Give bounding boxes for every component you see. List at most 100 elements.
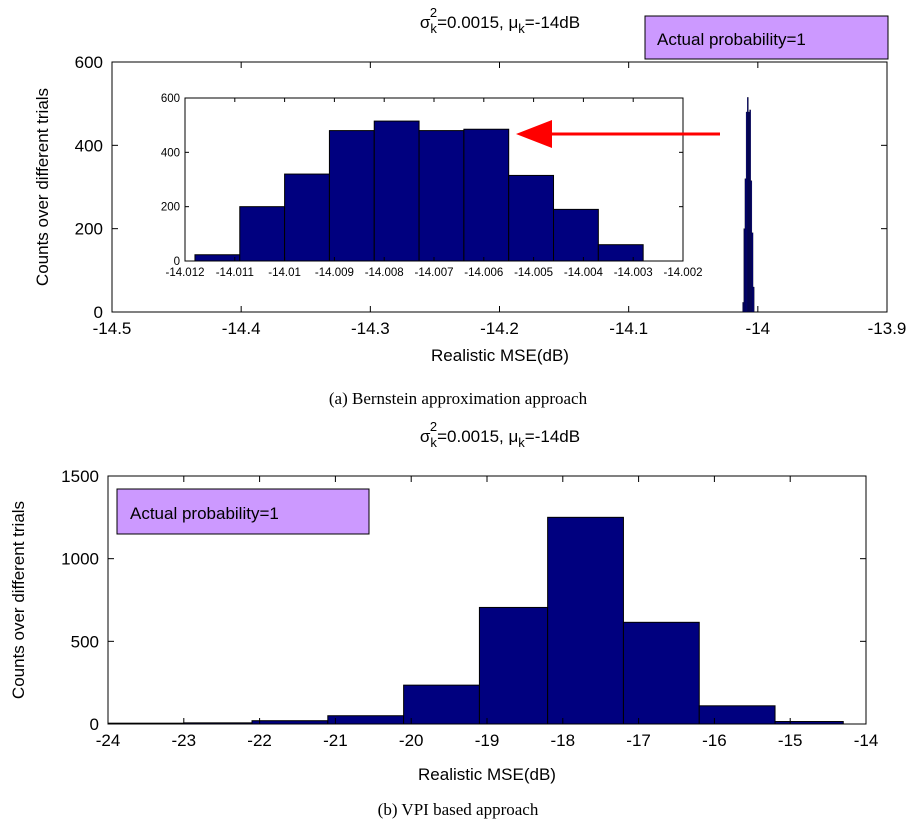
bars-a-inset — [194, 120, 644, 262]
bar-b_main-6 — [547, 516, 624, 725]
bar-b_main-7 — [622, 621, 700, 725]
bar-a_inset-8 — [553, 208, 599, 262]
ytick-label-a_inset-1: 200 — [161, 202, 180, 214]
xtick-label-a_main-1: -14.4 — [222, 319, 261, 338]
xtick-label-a_inset-6: -14.006 — [464, 267, 503, 279]
annotation-a-box — [644, 15, 889, 60]
xtick-label-b_main-2: -22 — [247, 731, 272, 750]
bar-a_main-9 — [752, 286, 755, 313]
annotation-b-box — [116, 488, 370, 535]
title-b-sigma-value: =0.0015, — [437, 427, 508, 446]
title-a-sigma: σ — [420, 13, 431, 32]
xtick-label-b_main-1: -23 — [172, 731, 197, 750]
bar-b_main-2 — [251, 720, 329, 725]
xtick-label-a_inset-2: -14.01 — [268, 267, 301, 279]
title-b-sigma-sub: k — [430, 435, 437, 450]
xtick-label-a_main-0: -14.5 — [93, 319, 132, 338]
xtick-label-a_inset-8: -14.004 — [564, 267, 604, 279]
ytick-label-b_main-0: 0 — [90, 715, 99, 734]
annotation-a: Actual probability=1 — [644, 15, 889, 60]
bar-b_main-0 — [107, 722, 185, 725]
xtick-label-a_inset-3: -14.009 — [315, 267, 354, 279]
bar-a_inset-5 — [418, 130, 465, 262]
panel-b: σk2=0.0015, μk=-14dB -24 -23 -22 -21 -20 -19 -… — [9, 419, 878, 819]
bar-b_main-8 — [698, 705, 776, 725]
xtick-label-a_main-5: -14 — [746, 319, 771, 338]
title-a-sigma-sub: k — [430, 21, 437, 36]
bar-b_main-4 — [403, 684, 480, 725]
bar-b_main-3 — [327, 715, 405, 725]
bar-a_inset-3 — [328, 130, 375, 262]
bars-a-main — [742, 97, 755, 313]
bar-a_main-1 — [743, 228, 746, 313]
xtick-label-a_main-2: -14.3 — [351, 319, 390, 338]
xlabel-a: Realistic MSE(dB) — [431, 346, 569, 365]
bar-a_main-5 — [748, 111, 750, 313]
ytick-label-b_main-3: 1500 — [61, 467, 99, 486]
xtick-label-a_main-4: -14.1 — [609, 319, 648, 338]
xtick-label-b_main-0: -24 — [96, 731, 121, 750]
xtick-label-a_inset-1: -14.011 — [216, 267, 254, 279]
ytick-label-a_main-0: 0 — [94, 303, 103, 322]
ytick-label-b_main-1: 500 — [71, 632, 99, 651]
inset-a: -14.012 -14.011 -14.01 -14.009 -14.008 -14.00… — [161, 93, 703, 279]
title-a: σk2=0.0015, μk=-14dB — [420, 5, 580, 36]
title-a-mu-value: =-14dB — [525, 13, 580, 32]
xtick-label-a_main-6: -13.9 — [868, 319, 907, 338]
ytick-label-b_main-2: 1000 — [61, 550, 99, 569]
bar-a_main-8 — [751, 232, 754, 313]
bar-a_main-2 — [744, 178, 747, 313]
xtick-label-a_main-3: -14.2 — [480, 319, 519, 338]
xtick-label-b_main-9: -15 — [778, 731, 803, 750]
ylabel-a: Counts over different trials — [33, 88, 52, 286]
ylabel-b: Counts over different trials — [9, 501, 28, 699]
ticks-a-inset: -14.012 -14.011 -14.01 -14.009 -14.008 -14.00… — [161, 93, 703, 279]
title-a-mu-sub: k — [518, 21, 525, 36]
bar-a_inset-9 — [597, 244, 644, 262]
xtick-label-a_inset-4: -14.008 — [365, 267, 404, 279]
caption-a: (a) Bernstein approximation approach — [329, 389, 588, 408]
arrow-head — [516, 120, 552, 148]
ytick-label-a_main-2: 400 — [75, 136, 103, 155]
xlabel-b: Realistic MSE(dB) — [418, 765, 556, 784]
bar-a_main-7 — [750, 180, 753, 313]
annotation-b: Actual probability=1 — [116, 488, 370, 535]
xtick-label-a_inset-7: -14.005 — [514, 267, 553, 279]
bar-a_main-4 — [747, 97, 749, 313]
annotation-b-text: Actual probability=1 — [130, 504, 279, 523]
bar-b_main-5 — [478, 606, 549, 725]
bar-a_inset-6 — [463, 128, 510, 262]
caption-b: (b) VPI based approach — [378, 800, 539, 819]
pointer-arrow — [516, 120, 720, 148]
bar-a_inset-4 — [373, 120, 420, 262]
ytick-label-a_inset-3: 600 — [161, 93, 180, 105]
title-b-mu-sub: k — [518, 435, 525, 450]
title-b-mu-value: =-14dB — [525, 427, 580, 446]
xtick-label-a_inset-9: -14.003 — [614, 267, 653, 279]
panel-a: σk2=0.0015, μk=-14dB -14.5 -14.4 -14.3 -14.… — [33, 5, 906, 408]
xtick-label-b_main-6: -18 — [551, 731, 576, 750]
title-a-mu: μ — [509, 13, 519, 32]
bar-a_inset-7 — [508, 174, 555, 262]
xtick-label-b_main-7: -17 — [626, 731, 651, 750]
xtick-label-b_main-8: -16 — [702, 731, 727, 750]
title-b-sigma: σ — [420, 427, 431, 446]
xtick-label-b_main-5: -19 — [475, 731, 500, 750]
ytick-label-a_inset-0: 0 — [174, 256, 180, 268]
xtick-label-a_inset-10: -14.002 — [663, 267, 702, 279]
title-b-mu: μ — [509, 427, 519, 446]
xtick-label-b_main-4: -20 — [399, 731, 424, 750]
xtick-label-a_inset-0: -14.012 — [165, 267, 204, 279]
xtick-label-b_main-3: -21 — [323, 731, 348, 750]
bar-a_inset-1 — [239, 206, 286, 262]
title-b: σk2=0.0015, μk=-14dB — [420, 419, 580, 450]
bar-a_main-0 — [742, 302, 744, 313]
bar-a_inset-2 — [284, 173, 330, 262]
annotation-a-text: Actual probability=1 — [657, 30, 806, 49]
ytick-label-a_main-1: 200 — [75, 220, 103, 239]
title-a-sigma-sup: 2 — [430, 5, 437, 20]
ytick-label-a_inset-2: 400 — [161, 147, 180, 159]
bar-a_main-6 — [749, 109, 751, 313]
bar-b_main-9 — [774, 721, 844, 725]
